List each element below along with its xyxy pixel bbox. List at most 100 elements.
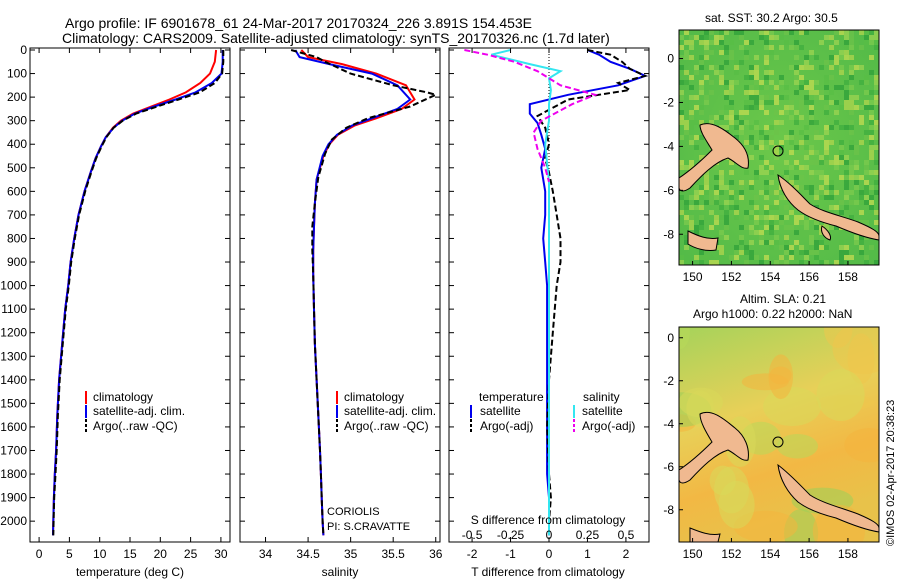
sst-cell bbox=[764, 135, 769, 140]
x-tick-label: 15 bbox=[123, 547, 137, 561]
sst-cell bbox=[779, 80, 784, 85]
difference-series bbox=[464, 49, 649, 536]
sst-cell bbox=[699, 135, 704, 140]
sst-cell bbox=[759, 130, 764, 135]
sst-cell bbox=[784, 245, 789, 250]
sst-cell bbox=[829, 140, 834, 145]
sst-cell bbox=[714, 215, 719, 220]
sst-cell bbox=[724, 210, 729, 215]
sst-cell bbox=[844, 170, 849, 175]
sst-cell bbox=[729, 255, 734, 260]
sst-cell bbox=[689, 205, 694, 210]
sst-cell bbox=[814, 90, 819, 95]
map-x-tick-label: 156 bbox=[799, 270, 819, 284]
sst-cell bbox=[784, 40, 789, 45]
sst-cell bbox=[849, 160, 854, 165]
sst-cell bbox=[684, 130, 689, 135]
temperature-axes: 0100200300400500600700800900100011001200… bbox=[0, 43, 230, 561]
sst-cell bbox=[704, 95, 709, 100]
sst-cell bbox=[699, 260, 704, 265]
sst-cell bbox=[729, 195, 734, 200]
sst-cell bbox=[714, 220, 719, 225]
sst-cell bbox=[879, 45, 884, 50]
sst-cell bbox=[774, 130, 779, 135]
sst-cell bbox=[814, 225, 819, 230]
sst-cell bbox=[734, 190, 739, 195]
sst-cell bbox=[809, 80, 814, 85]
sst-cell bbox=[784, 240, 789, 245]
sst-cell bbox=[709, 200, 714, 205]
sst-cell bbox=[829, 125, 834, 130]
sst-cell bbox=[679, 135, 684, 140]
sst-cell bbox=[729, 105, 734, 110]
sst-cell bbox=[684, 200, 689, 205]
sst-cell bbox=[719, 65, 724, 70]
sst-cell bbox=[719, 45, 724, 50]
sst-cell bbox=[874, 95, 879, 100]
sst-cell bbox=[829, 35, 834, 40]
sst-cell bbox=[799, 260, 804, 265]
sst-cell bbox=[744, 180, 749, 185]
sst-cell bbox=[879, 35, 884, 40]
sst-cell bbox=[869, 35, 874, 40]
sst-cell bbox=[784, 95, 789, 100]
sst-cell bbox=[869, 120, 874, 125]
sst-cell bbox=[799, 75, 804, 80]
sst-cell bbox=[809, 65, 814, 70]
sst-cell bbox=[859, 120, 864, 125]
sst-cell bbox=[854, 95, 859, 100]
legend-t-satellite: satellite bbox=[480, 404, 521, 418]
sst-cell bbox=[774, 240, 779, 245]
sst-cell bbox=[834, 155, 839, 160]
sst-cell bbox=[734, 70, 739, 75]
sst-cell bbox=[699, 85, 704, 90]
sst-cell bbox=[769, 230, 774, 235]
s-x-tick-label: 0.5 bbox=[618, 528, 635, 542]
sst-cell bbox=[744, 250, 749, 255]
x-tick-label: 36 bbox=[429, 547, 443, 561]
sst-cell bbox=[794, 160, 799, 165]
sst-cell bbox=[834, 110, 839, 115]
sst-cell bbox=[679, 90, 684, 95]
sst-cell bbox=[754, 65, 759, 70]
sst-cell bbox=[844, 30, 849, 35]
salinity-panel: 34 34.5 35 35.5 36 climatology satellite-adj… bbox=[239, 47, 443, 579]
sst-cell bbox=[679, 115, 684, 120]
sst-cell bbox=[859, 240, 864, 245]
sst-cell bbox=[859, 250, 864, 255]
sst-cell bbox=[839, 175, 844, 180]
sst-cell bbox=[679, 160, 684, 165]
sst-cell bbox=[689, 120, 694, 125]
sst-cell bbox=[809, 85, 814, 90]
sst-cell bbox=[779, 150, 784, 155]
y-tick-label: 1500 bbox=[0, 396, 27, 410]
sst-cell bbox=[799, 115, 804, 120]
sst-cell bbox=[754, 230, 759, 235]
sst-cell bbox=[699, 110, 704, 115]
sst-cell bbox=[744, 170, 749, 175]
x-tick-label: 1 bbox=[584, 547, 591, 561]
sst-cell bbox=[804, 65, 809, 70]
sst-cell bbox=[754, 255, 759, 260]
sst-cell bbox=[844, 205, 849, 210]
sst-cell bbox=[679, 70, 684, 75]
sst-land bbox=[679, 123, 879, 251]
map-y-tick-label: -8 bbox=[663, 227, 674, 241]
sst-cell bbox=[759, 85, 764, 90]
sst-cell bbox=[849, 255, 854, 260]
sst-cell bbox=[829, 100, 834, 105]
sst-cell bbox=[844, 35, 849, 40]
sst-cell bbox=[684, 215, 689, 220]
sst-cell bbox=[784, 135, 789, 140]
sst-cell bbox=[739, 45, 744, 50]
sst-cell bbox=[874, 130, 879, 135]
sst-cell bbox=[859, 65, 864, 70]
sst-cell bbox=[884, 115, 889, 120]
sst-cell bbox=[699, 215, 704, 220]
map-y-tick-label: 0 bbox=[667, 52, 674, 66]
sst-cell bbox=[759, 230, 764, 235]
sst-cell bbox=[714, 40, 719, 45]
sla-blob bbox=[816, 369, 865, 421]
sst-cell bbox=[799, 45, 804, 50]
sst-cell bbox=[864, 200, 869, 205]
